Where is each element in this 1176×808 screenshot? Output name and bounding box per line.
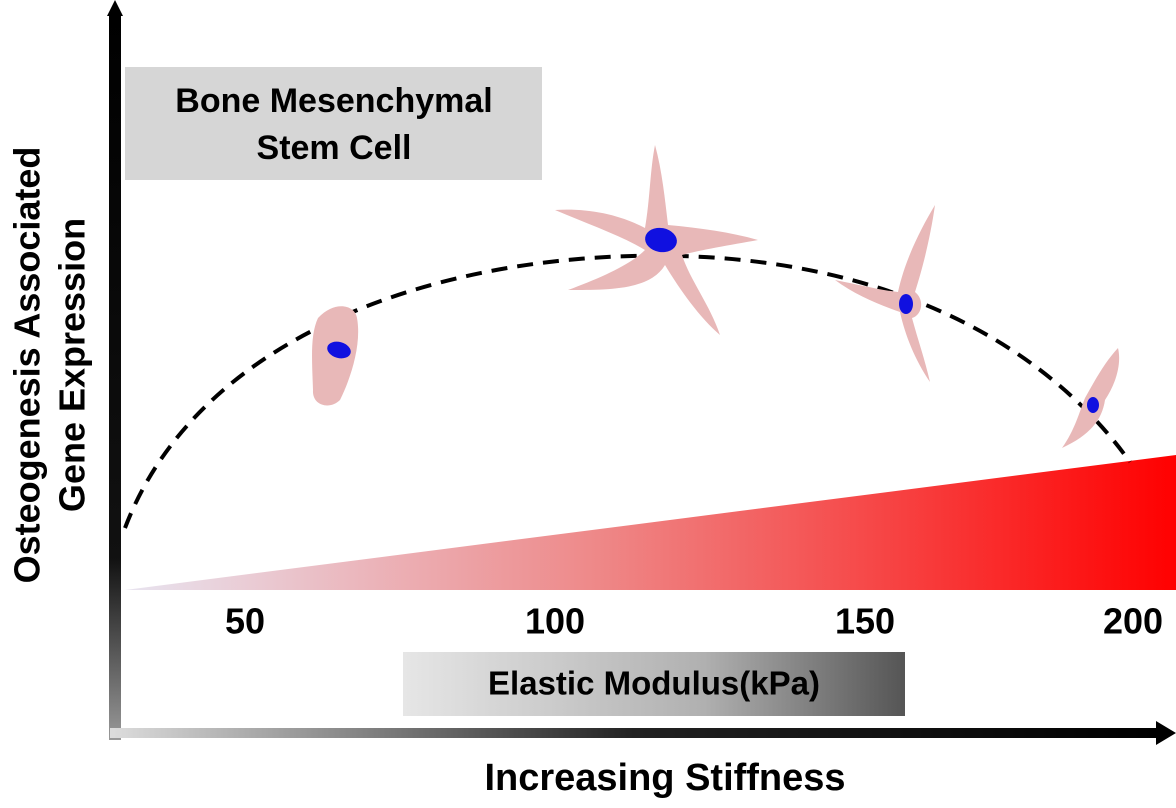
cell-3 — [835, 205, 935, 382]
x-tick-label: 200 — [1103, 601, 1163, 642]
y-axis — [109, 12, 121, 740]
title-box — [125, 67, 542, 180]
x-axis — [110, 728, 1158, 738]
y-axis-label: Gene Expression — [52, 218, 93, 512]
x-axis-box-label: Elastic Modulus(kPa) — [488, 665, 820, 702]
x-tick-label: 50 — [225, 601, 265, 642]
x-tick-label: 100 — [525, 601, 585, 642]
x-axis-box — [403, 652, 905, 716]
x-arrow — [1156, 721, 1176, 745]
trend-curve — [123, 253, 1132, 529]
cell-4 — [1062, 348, 1120, 448]
cell-2 — [555, 145, 758, 335]
stiffness-wedge — [125, 455, 1176, 590]
y-axis-label: Osteogenesis Associated — [7, 147, 48, 584]
cell-1 — [312, 306, 359, 406]
title-line: Bone Mesenchymal — [175, 82, 492, 120]
x-axis-label: Increasing Stiffness — [484, 757, 845, 799]
title-line: Stem Cell — [257, 129, 412, 167]
y-arrow — [107, 0, 123, 16]
x-tick-label: 150 — [835, 601, 895, 642]
